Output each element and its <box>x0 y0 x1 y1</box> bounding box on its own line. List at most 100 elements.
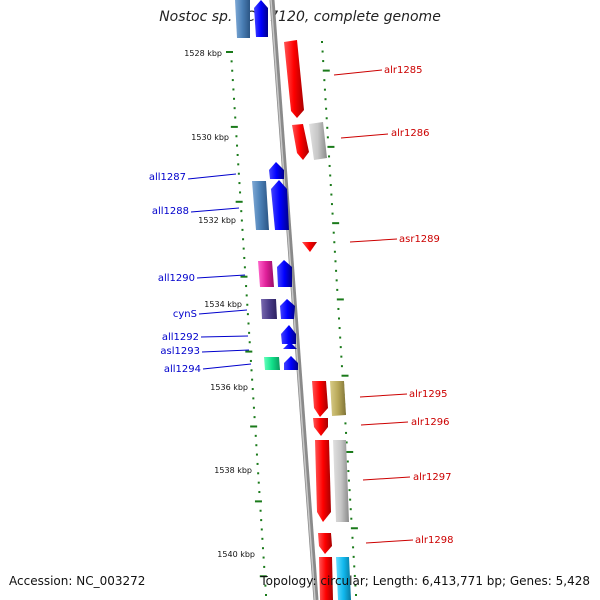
minor-tick <box>353 574 356 577</box>
gene-arrow-all1294[interactable] <box>284 356 298 370</box>
kbp-label: 1530 kbp <box>191 133 229 142</box>
minor-tick <box>345 441 348 444</box>
minor-tick <box>236 153 239 156</box>
minor-tick <box>340 365 343 368</box>
major-tick <box>230 125 238 128</box>
gene-arrow-asr1289[interactable] <box>302 242 317 252</box>
minor-tick <box>233 97 236 100</box>
minor-tick <box>328 155 331 158</box>
gene-label-alr1295[interactable]: alr1295 <box>409 389 447 400</box>
minor-tick <box>241 228 244 231</box>
accession-text: Accession: NC_003272 <box>9 574 146 588</box>
minor-tick <box>347 479 350 482</box>
gene-label-alr1286[interactable]: alr1286 <box>391 128 429 139</box>
gene-arrow-asl1293[interactable] <box>283 342 297 349</box>
minor-tick <box>339 336 342 339</box>
minor-tick <box>347 470 350 473</box>
minor-tick <box>245 285 248 288</box>
minor-tick <box>259 509 262 512</box>
major-tick <box>327 145 335 148</box>
major-tick <box>254 500 262 503</box>
minor-tick <box>252 397 255 400</box>
minor-tick <box>322 60 325 63</box>
minor-tick <box>346 460 349 463</box>
major-tick <box>250 425 258 428</box>
minor-tick <box>335 269 338 272</box>
minor-tick <box>344 422 347 425</box>
gene-label-all1287[interactable]: all1287 <box>149 172 186 183</box>
major-tick <box>332 222 340 225</box>
minor-tick <box>330 203 333 206</box>
gene-label-all1292[interactable]: all1292 <box>162 332 199 343</box>
gene-arrow-all1287[interactable] <box>269 162 284 179</box>
gene-block-alr1295-partner <box>330 381 346 416</box>
minor-tick <box>243 256 246 259</box>
gene-arrow-alr1297[interactable] <box>315 440 331 522</box>
minor-tick <box>333 250 336 253</box>
minor-tick <box>331 212 334 215</box>
minor-tick <box>239 191 242 194</box>
gene-arrow-cynS[interactable] <box>280 299 295 319</box>
major-tick <box>336 298 344 301</box>
minor-tick <box>348 489 351 492</box>
minor-tick <box>321 41 323 43</box>
kbp-label: 1528 kbp <box>184 49 222 58</box>
genome-title: Nostoc sp. PCC 7120, complete genome <box>159 9 441 25</box>
minor-tick <box>252 406 255 409</box>
minor-tick <box>350 517 353 520</box>
minor-tick <box>264 584 267 587</box>
gene-label-asl1293[interactable]: asl1293 <box>160 346 200 357</box>
minor-tick <box>251 388 254 391</box>
minor-tick <box>242 247 245 250</box>
minor-tick <box>231 69 234 72</box>
minor-tick <box>236 144 239 147</box>
minor-tick <box>246 313 249 316</box>
minor-tick <box>329 174 332 177</box>
scale-labels: 1528 kbp 1530 kbp 1532 kbp 1534 kbp 1536… <box>184 49 255 559</box>
gene-block-bottom-partner <box>336 557 351 600</box>
gene-arrow-all1290[interactable] <box>277 260 292 287</box>
gene-label-alr1298[interactable]: alr1298 <box>415 535 453 546</box>
kbp-label: 1540 kbp <box>217 550 255 559</box>
gene-arrow-all1292[interactable] <box>281 325 296 344</box>
minor-tick <box>248 331 251 334</box>
minor-tick <box>247 322 250 325</box>
major-tick <box>341 374 349 377</box>
gene-arrow-alr1285[interactable] <box>284 40 304 118</box>
gene-label-alr1297[interactable]: alr1297 <box>413 472 451 483</box>
minor-tick <box>242 238 245 241</box>
kbp-label: 1536 kbp <box>210 383 248 392</box>
gene-arrow-alr1298[interactable] <box>318 533 332 554</box>
minor-tick <box>326 136 329 139</box>
gene-label-alr1296[interactable]: alr1296 <box>411 417 449 428</box>
minor-tick <box>240 219 243 222</box>
minor-tick <box>261 547 264 550</box>
minor-tick <box>260 519 263 522</box>
genome-backbone <box>269 0 319 600</box>
gene-arrow-alr1295[interactable] <box>312 381 328 417</box>
minor-tick <box>328 164 331 167</box>
minor-tick <box>243 266 246 269</box>
forward-gene-labels: alr1285 alr1286 asr1289 alr1295 alr1296 … <box>333 65 453 546</box>
minor-tick <box>246 303 249 306</box>
gene-arrow-all1288[interactable] <box>271 180 289 230</box>
gene-label-cynS[interactable]: cynS <box>173 309 197 320</box>
minor-tick <box>254 434 257 437</box>
minor-tick <box>235 135 238 138</box>
gene-label-all1288[interactable]: all1288 <box>152 206 189 217</box>
minor-tick <box>249 359 252 362</box>
minor-tick <box>323 88 326 91</box>
minor-tick <box>324 98 327 101</box>
minor-tick <box>339 346 342 349</box>
gene-arrow-alr1296[interactable] <box>313 418 328 436</box>
minor-tick <box>335 279 338 282</box>
gene-label-alr1285[interactable]: alr1285 <box>384 65 422 76</box>
gene-label-all1290[interactable]: all1290 <box>158 273 195 284</box>
major-tick <box>245 350 253 353</box>
minor-tick <box>354 584 357 587</box>
minor-tick <box>345 431 348 434</box>
gene-arrow-top-blue <box>254 0 268 37</box>
gene-label-all1294[interactable]: all1294 <box>164 364 201 375</box>
gene-arrow-alr1286[interactable] <box>292 124 309 160</box>
gene-label-asr1289[interactable]: asr1289 <box>399 234 440 245</box>
